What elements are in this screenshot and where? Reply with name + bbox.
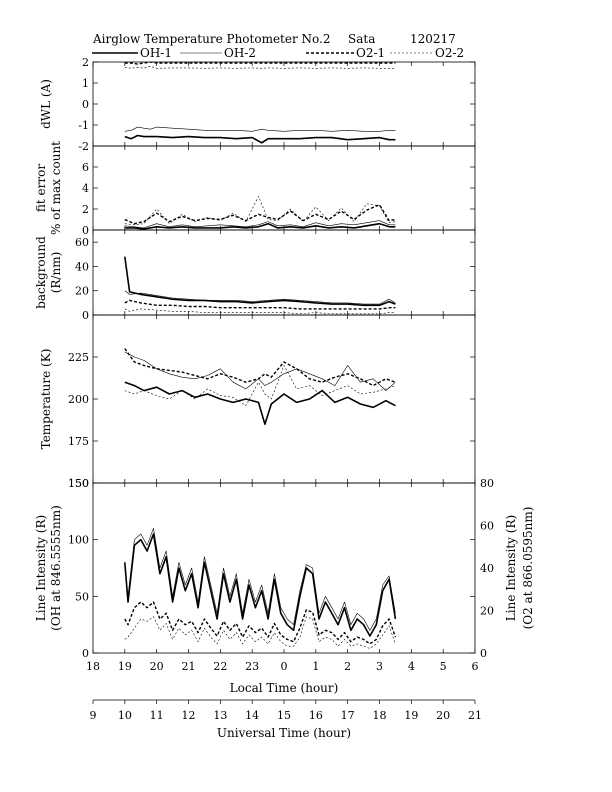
y-axis-label: fit error <box>34 164 48 212</box>
y-tick-label: 0 <box>82 98 89 111</box>
y-tick-label: -1 <box>78 119 89 132</box>
x-tick-label-local: 19 <box>118 660 132 673</box>
series-line-dwl-oh-1 <box>124 134 396 144</box>
y-axis-label-right: (O2 at 866.0595nm) <box>521 507 535 630</box>
x-tick-label-local: 2 <box>344 660 351 673</box>
x-tick-label-ut: 18 <box>373 709 387 722</box>
x-tick-label-ut: 17 <box>341 709 355 722</box>
series-line-bg-o2-1 <box>124 299 396 310</box>
x-tick-label-ut: 16 <box>309 709 323 722</box>
series-line-intensity-oh-1 <box>124 533 397 637</box>
series-line-temp-o2-2 <box>124 365 396 407</box>
series-line-bg-o2-2 <box>124 308 396 315</box>
x-tick-label-ut: 9 <box>90 709 97 722</box>
y-tick-label: 150 <box>68 477 89 490</box>
series-line-fit-o2-1 <box>124 204 396 225</box>
y-tick-label: 40 <box>75 260 89 273</box>
x-axis-label-local: Local Time (hour) <box>230 681 339 695</box>
series-line-fit-oh-2 <box>124 220 396 229</box>
panel-frame-intensity <box>92 482 476 654</box>
y-tick-label: 6 <box>82 161 89 174</box>
x-tick-label-local: 4 <box>408 660 415 673</box>
y-tick-label: 20 <box>75 285 89 298</box>
x-tick-label-local: 1 <box>312 660 319 673</box>
x-tick-label-local: 3 <box>376 660 383 673</box>
y-axis-label: Temperature (K) <box>39 349 53 450</box>
site-name: Sata <box>348 32 375 46</box>
legend-label-oh1: OH-1 <box>140 46 172 60</box>
x-tick-label-ut: 10 <box>118 709 132 722</box>
y-axis-label: dWL (A) <box>39 79 53 129</box>
y-tick-label: 0 <box>82 309 89 322</box>
date-label: 120217 <box>410 32 456 46</box>
panel-frame-dwl <box>92 61 476 147</box>
y-tick-label: 4 <box>82 182 89 195</box>
y-axis-label: % of max count <box>49 141 63 235</box>
y-right-tick-label: 80 <box>480 477 494 490</box>
legend: OH-1 OH-2 O2-1 O2-2 <box>92 46 464 60</box>
y-axis-label: (OH at 846.5555nm) <box>49 505 63 631</box>
x-tick-label-local: 6 <box>472 660 479 673</box>
y-right-tick-label: 40 <box>480 562 494 575</box>
x-tick-label-local: 0 <box>281 660 288 673</box>
x-tick-label-local: 5 <box>440 660 447 673</box>
y-tick-label: 0 <box>82 647 89 660</box>
x-tick-label-ut: 20 <box>436 709 450 722</box>
series-line-dwl-o2-2 <box>124 65 396 69</box>
y-axis-label: (R/nm) <box>49 252 63 294</box>
series-line-fit-oh-1 <box>124 222 396 230</box>
y-axis-label: Line Intensity (R) <box>34 515 48 621</box>
series-line-temp-oh-1 <box>124 381 396 426</box>
y-axis-label: background <box>34 236 48 309</box>
y-right-tick-label: 60 <box>480 520 494 533</box>
x-tick-label-local: 18 <box>86 660 100 673</box>
series-line-temp-oh-2 <box>124 351 396 391</box>
y-axis-label-right: Line Intensity (R) <box>504 515 518 621</box>
x-tick-label-local: 20 <box>150 660 164 673</box>
y-tick-label: -2 <box>78 140 89 153</box>
y-tick-label: 150 <box>68 477 89 490</box>
x-tick-label-ut: 12 <box>182 709 196 722</box>
y-tick-label: 2 <box>82 203 89 216</box>
y-tick-label: 50 <box>75 590 89 603</box>
series-line-intensity-o2-1 <box>124 601 397 645</box>
x-tick-label-ut: 19 <box>404 709 418 722</box>
panel-frame-temp <box>92 314 476 484</box>
legend-label-o22: O2-2 <box>435 46 464 60</box>
y-tick-label: 1 <box>82 77 89 90</box>
x-tick-label-local: 21 <box>182 660 196 673</box>
y-tick-label: 100 <box>68 534 89 547</box>
legend-label-o21: O2-1 <box>356 46 385 60</box>
y-tick-label: 200 <box>68 393 89 406</box>
x-axis-label-ut: Universal Time (hour) <box>217 726 351 740</box>
x-tick-label-ut: 11 <box>150 709 164 722</box>
series-line-dwl-oh-2 <box>124 126 396 132</box>
y-tick-label: 0 <box>82 224 89 237</box>
series-line-bg-oh-1 <box>124 256 396 307</box>
x-tick-label-ut: 14 <box>245 709 259 722</box>
series-line-intensity-oh-2 <box>124 527 396 631</box>
series-line-dwl-o2-1 <box>124 62 396 65</box>
series-line-fit-o2-2 <box>124 196 396 226</box>
y-tick-label: 175 <box>68 435 89 448</box>
y-tick-label: 225 <box>68 351 89 364</box>
y-tick-label: 60 <box>75 236 89 249</box>
y-tick-label: 2 <box>82 56 89 69</box>
x-tick-label-ut: 13 <box>213 709 227 722</box>
x-tick-label-local: 22 <box>213 660 227 673</box>
series-line-bg-oh-2 <box>124 290 396 305</box>
legend-label-oh2: OH-2 <box>224 46 256 60</box>
y-right-tick-label: 0 <box>480 647 487 660</box>
series-line-temp-o2-1 <box>124 348 396 387</box>
figure-title: Airglow Temperature Photometer No.2 <box>92 32 331 46</box>
y-right-tick-label: 20 <box>480 605 494 618</box>
x-tick-label-ut: 15 <box>277 709 291 722</box>
x-tick-label-ut: 21 <box>468 709 482 722</box>
x-tick-label-local: 23 <box>245 660 259 673</box>
series-line-intensity-o2-2 <box>124 616 396 649</box>
panel-frame-bg <box>92 229 476 316</box>
